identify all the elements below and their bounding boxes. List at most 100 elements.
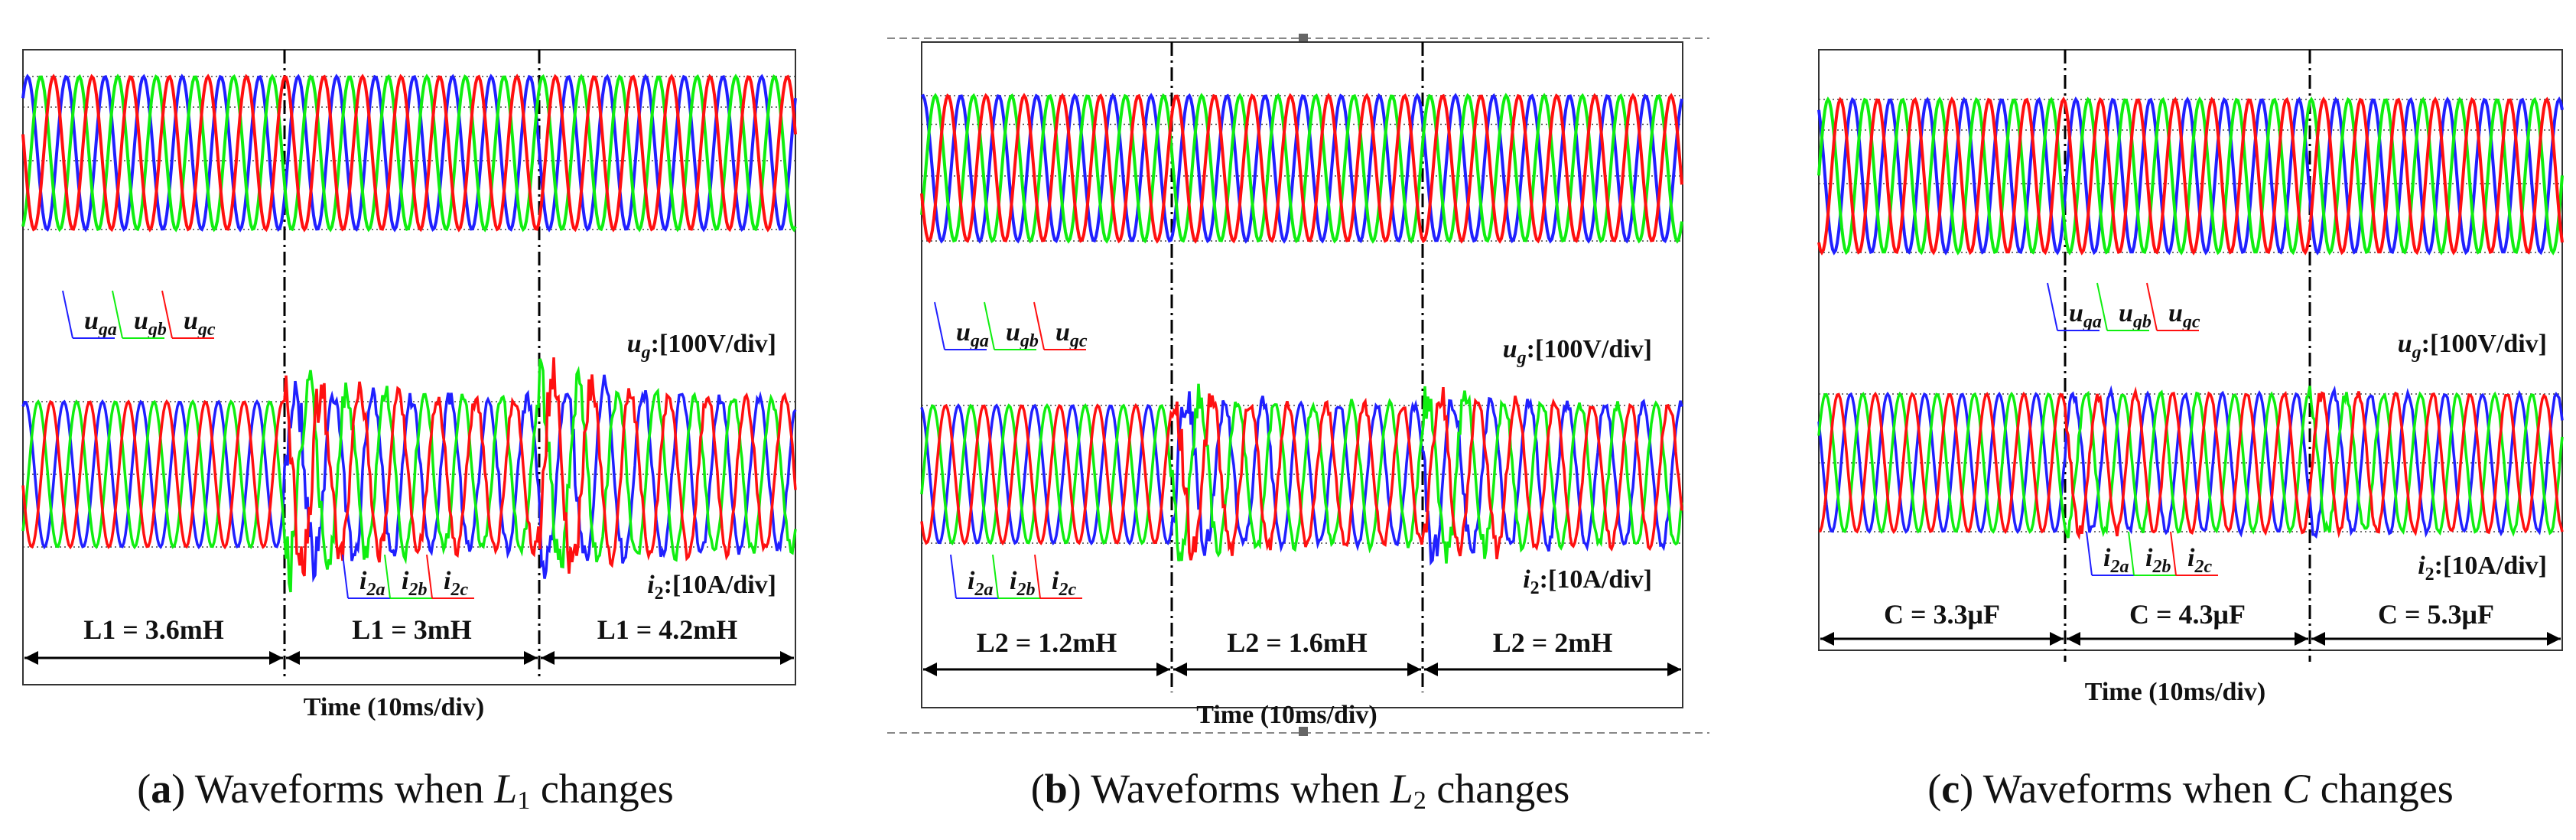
label-pointer bbox=[950, 554, 957, 599]
ug-phase-label: ugb bbox=[1006, 318, 1039, 351]
plot-frame bbox=[1818, 49, 2563, 651]
segment-label: L1 = 3mH bbox=[352, 614, 472, 645]
i2-phase-label: i2a bbox=[968, 567, 993, 600]
i2-trace-2c bbox=[21, 357, 797, 577]
segment-label: C = 4.3μF bbox=[2129, 599, 2246, 630]
i2-scale-label: i2:[10A/div] bbox=[647, 571, 776, 604]
ug-trace-ga bbox=[21, 73, 797, 233]
i2-trace-2c bbox=[920, 386, 1683, 561]
label-pointer bbox=[992, 554, 999, 599]
label-pointer bbox=[112, 290, 123, 339]
ug-phase-label: ugb bbox=[2119, 299, 2152, 332]
arrow-head bbox=[1424, 663, 1438, 676]
time-axis-label: Time (10ms/div) bbox=[1196, 701, 1377, 729]
arrow-head bbox=[541, 651, 555, 665]
caption-letter: b bbox=[1044, 766, 1068, 812]
ug-phase-label: uga bbox=[2069, 299, 2102, 332]
handle-bottom bbox=[1299, 727, 1308, 736]
waveform-plot-c: uga ugb ugc i2a i2b i2c ug:[100V/div] i2:[10A/d… bbox=[1817, 49, 2564, 706]
i2-trace-2a bbox=[21, 374, 797, 583]
arrow-head bbox=[2067, 632, 2080, 646]
arrow-head bbox=[923, 663, 937, 676]
i2-trace-2a bbox=[920, 391, 1683, 566]
arrow-head bbox=[1173, 663, 1187, 676]
ug-trace-ga bbox=[1817, 96, 2564, 256]
label-pointer bbox=[62, 290, 73, 339]
ug-phase-label: ugc bbox=[1055, 318, 1088, 351]
handle-top bbox=[1299, 34, 1308, 43]
label-pointer bbox=[2047, 282, 2058, 331]
segment-label: L2 = 1.2mH bbox=[977, 627, 1117, 658]
panel-b: uga ugb ugc i2a i2b i2c ug:[100V/div] i2:[10A/d… bbox=[887, 0, 1713, 840]
label-pointer bbox=[342, 554, 349, 599]
caption-a: (a) Waveforms when L1 changes bbox=[137, 766, 674, 815]
waveform-plot-b: uga ugb ugc i2a i2b i2c ug:[100V/div] i2:[10A/d… bbox=[887, 34, 1709, 736]
label-pointer bbox=[1034, 554, 1041, 599]
plot-frame bbox=[22, 49, 796, 685]
time-axis-label: Time (10ms/div) bbox=[2085, 678, 2265, 706]
ug-phase-label: uga bbox=[84, 307, 117, 340]
label-pointer bbox=[1033, 301, 1045, 350]
arrow-head bbox=[24, 651, 38, 665]
ug-phase-label: uga bbox=[956, 318, 989, 351]
label-pointer bbox=[2128, 531, 2135, 576]
label-pointer bbox=[934, 301, 945, 350]
i2-trace-2a bbox=[1817, 385, 2564, 539]
i2-trace-2b bbox=[920, 383, 1683, 564]
arrow-head bbox=[2295, 632, 2308, 646]
arrow-head bbox=[780, 651, 794, 665]
label-pointer bbox=[2146, 282, 2158, 331]
panel-c: uga ugb ugc i2a i2b i2c ug:[100V/div] i2:[10A/d… bbox=[1805, 0, 2576, 840]
i2-phase-label: i2b bbox=[2145, 544, 2171, 577]
ug-trace-gc bbox=[1817, 96, 2564, 256]
label-pointer bbox=[426, 554, 433, 599]
label-pointer bbox=[384, 554, 391, 599]
segment-label: L1 = 3.6mH bbox=[83, 614, 224, 645]
time-axis-label: Time (10ms/div) bbox=[304, 693, 484, 721]
segment-label: C = 5.3μF bbox=[2378, 599, 2494, 630]
i2-phase-label: i2a bbox=[359, 567, 385, 600]
ug-scale-label: ug:[100V/div] bbox=[2398, 330, 2547, 363]
ug-trace-gb bbox=[920, 93, 1683, 244]
i2-phase-label: i2a bbox=[2103, 544, 2129, 577]
ug-phase-label: ugc bbox=[2168, 299, 2200, 332]
segment-label: L2 = 1.6mH bbox=[1227, 627, 1368, 658]
arrow-head bbox=[286, 651, 300, 665]
label-pointer bbox=[984, 301, 995, 350]
segment-label: C = 3.3μF bbox=[1884, 599, 2000, 630]
arrow-head bbox=[524, 651, 538, 665]
ug-phase-label: ugc bbox=[184, 307, 216, 340]
i2-trace-2b bbox=[1817, 386, 2564, 539]
i2-phase-label: i2b bbox=[1010, 567, 1035, 600]
arrow-head bbox=[1407, 663, 1421, 676]
segment-label: L1 = 4.2mH bbox=[597, 614, 738, 645]
ug-trace-gc bbox=[920, 93, 1683, 244]
ug-trace-ga bbox=[921, 93, 1683, 244]
caption-letter: a bbox=[151, 766, 172, 812]
label-pointer bbox=[2086, 531, 2093, 576]
label-pointer bbox=[2096, 282, 2108, 331]
ug-scale-label: ug:[100V/div] bbox=[627, 330, 776, 363]
i2-trace-2c bbox=[1818, 386, 2564, 540]
arrow-head bbox=[1667, 663, 1681, 676]
caption-c: (c) Waveforms when C changes bbox=[1927, 766, 2454, 812]
ug-trace-gb bbox=[21, 73, 797, 233]
arrow-head bbox=[1820, 632, 1834, 646]
ug-trace-gc bbox=[21, 73, 797, 233]
label-pointer bbox=[161, 290, 173, 339]
i2-scale-label: i2:[10A/div] bbox=[1523, 565, 1652, 598]
caption-b: (b) Waveforms when L2 changes bbox=[1030, 766, 1570, 815]
ug-scale-label: ug:[100V/div] bbox=[1503, 335, 1652, 368]
i2-trace-2b bbox=[21, 358, 797, 593]
arrow-head bbox=[2311, 632, 2325, 646]
arrow-head bbox=[269, 651, 283, 665]
panel-a: uga ugb ugc i2a i2b i2c ug:[100V/div] i2:[10A/d… bbox=[0, 0, 811, 840]
ug-trace-gb bbox=[1817, 96, 2564, 256]
i2-phase-label: i2c bbox=[2187, 544, 2212, 577]
plot-frame bbox=[921, 41, 1683, 708]
ug-phase-label: ugb bbox=[134, 307, 167, 340]
arrow-head bbox=[2547, 632, 2561, 646]
i2-scale-label: i2:[10A/div] bbox=[2418, 552, 2547, 584]
segment-label: L2 = 2mH bbox=[1493, 627, 1613, 658]
label-pointer bbox=[2170, 531, 2177, 576]
